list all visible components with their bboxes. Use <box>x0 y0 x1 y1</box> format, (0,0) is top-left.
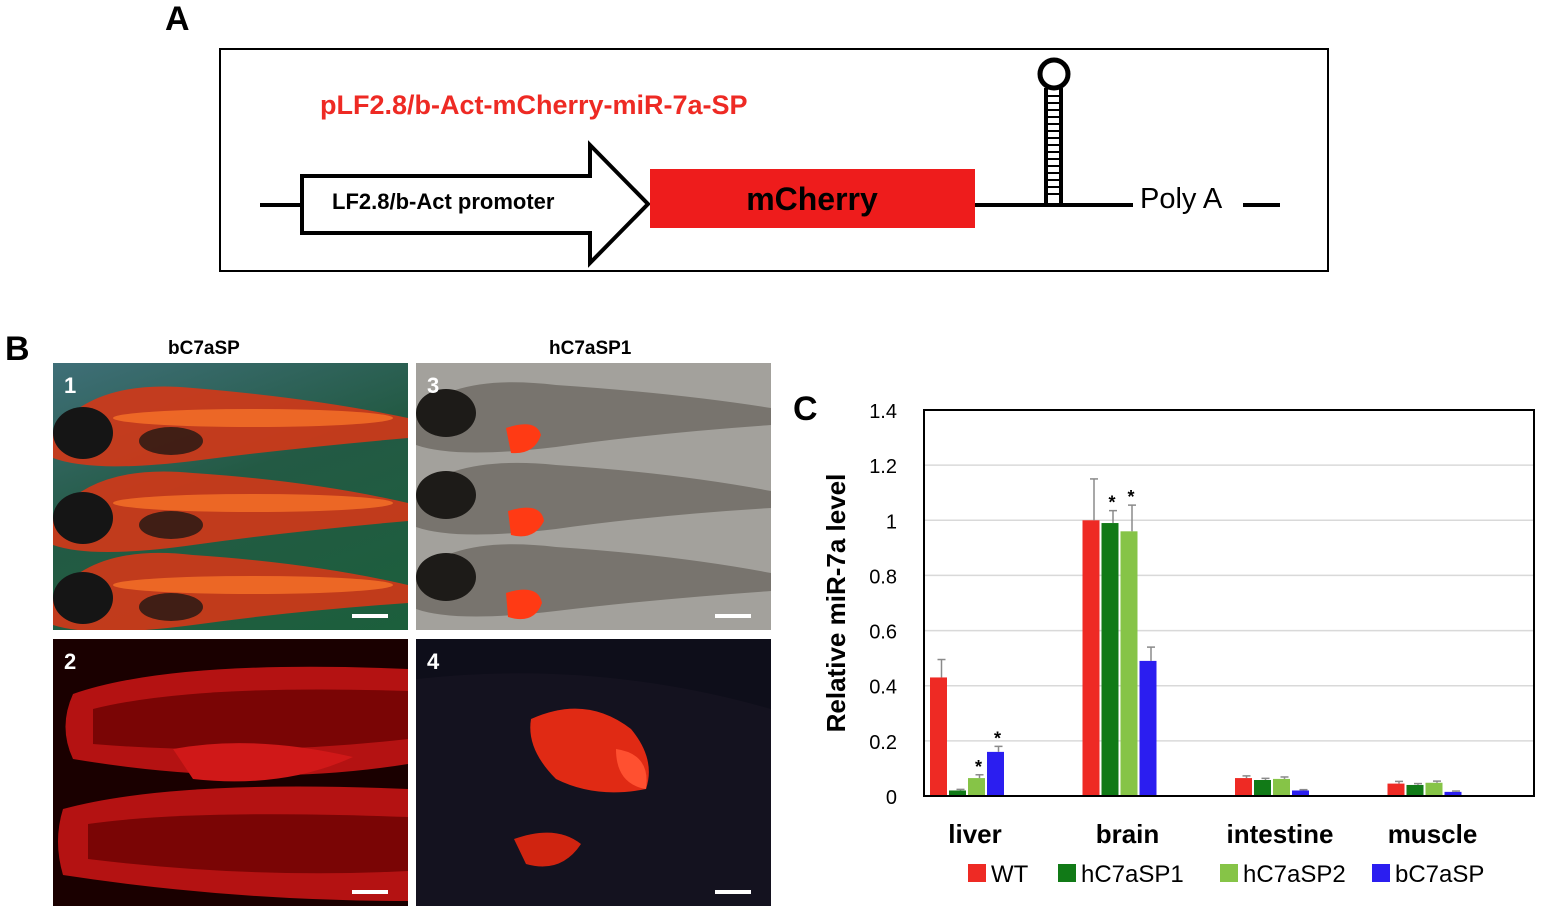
y-tick-label: 0.8 <box>869 566 897 588</box>
gridlines <box>924 464 1534 742</box>
y-axis-label: Relative miR-7a level <box>821 474 851 733</box>
y-tick-label: 1 <box>886 511 897 533</box>
bar <box>987 751 1004 796</box>
bar <box>1444 791 1462 796</box>
fluorescence-image-1: 1 <box>53 363 408 630</box>
bar <box>1254 780 1271 796</box>
fluorescence-image-2: 2 <box>53 639 408 906</box>
panel-label-b: B <box>5 330 30 368</box>
y-tick-label: 0.2 <box>869 732 897 754</box>
x-tick-labels: liver brain intestine muscle <box>948 819 1477 849</box>
image-number-2: 2 <box>64 649 77 674</box>
significance-marker: * <box>1127 487 1134 507</box>
legend-label: bC7aSP <box>1395 861 1484 888</box>
bars: * * * * <box>930 478 1462 796</box>
bar <box>1425 782 1443 796</box>
bar <box>1082 520 1100 796</box>
x-tick-label: intestine <box>1227 819 1334 849</box>
fluorescence-image-4: 4 <box>416 639 771 906</box>
image-number-3: 3 <box>427 373 440 398</box>
bar <box>968 778 985 796</box>
panel-label-a: A <box>165 0 190 38</box>
legend-label: hC7aSP1 <box>1081 861 1184 888</box>
image-number-1: 1 <box>64 373 77 398</box>
x-tick-label: liver <box>948 819 1002 849</box>
panel-label-c: C <box>793 390 818 428</box>
bar <box>1101 523 1119 796</box>
scale-bar <box>352 890 388 894</box>
bar <box>1120 531 1138 796</box>
legend-label: WT <box>991 861 1029 888</box>
scale-bar <box>715 890 751 894</box>
left-column-title: bC7aSP <box>168 338 240 359</box>
promoter-label: LF2.8/b-Act promoter <box>332 189 555 214</box>
construct-svg: pLF2.8/b-Act-mCherry-miR-7a-SP LF2.8/b-A… <box>260 57 1280 268</box>
y-tick-label: 1.4 <box>869 401 897 423</box>
significance-marker: * <box>975 757 982 777</box>
right-column-title: hC7aSP1 <box>549 338 632 359</box>
x-tick-label: brain <box>1096 819 1160 849</box>
hairpin-icon <box>1037 57 1071 205</box>
significance-marker: * <box>1108 493 1115 513</box>
bar <box>1273 778 1290 796</box>
bar <box>1235 778 1252 796</box>
bar <box>930 677 947 796</box>
y-tick-label: 0 <box>886 787 897 809</box>
bar <box>1406 784 1424 796</box>
legend-swatch <box>968 864 986 882</box>
scale-bar <box>352 614 388 618</box>
y-tick-labels: 0 0.2 0.4 0.6 0.8 1 1.2 1.4 <box>869 401 897 809</box>
scale-bar <box>715 614 751 618</box>
y-tick-label: 1.2 <box>869 456 897 478</box>
larvae-close-up-red <box>58 666 408 901</box>
x-tick-label: muscle <box>1388 819 1478 849</box>
larvae-liver-red <box>416 382 771 620</box>
polya-label: Poly A <box>1140 183 1223 215</box>
construct-name: pLF2.8/b-Act-mCherry-miR-7a-SP <box>320 90 748 120</box>
bar <box>949 790 966 796</box>
legend-swatch <box>1372 864 1390 882</box>
legend: WT hC7aSP1 hC7aSP2 bC7aSP <box>968 861 1484 888</box>
y-tick-label: 0.6 <box>869 622 897 644</box>
bar <box>1387 783 1405 796</box>
image-number-4: 4 <box>427 649 440 674</box>
significance-marker: * <box>994 728 1001 748</box>
liver-close-up-red <box>416 673 771 906</box>
plot-frame <box>923 409 1535 797</box>
larvae-whole-body-red <box>53 386 408 630</box>
legend-swatch <box>1058 864 1076 882</box>
promoter-arrow <box>300 140 651 268</box>
mcherry-label: mCherry <box>746 181 878 217</box>
bar <box>1139 660 1157 796</box>
bar <box>1292 790 1309 796</box>
construct-diagram <box>219 48 1329 272</box>
legend-swatch <box>1220 864 1238 882</box>
fluorescence-image-3: 3 <box>416 363 771 630</box>
legend-label: hC7aSP2 <box>1243 861 1346 888</box>
mcherry-box <box>650 169 975 228</box>
y-tick-label: 0.4 <box>869 677 897 699</box>
